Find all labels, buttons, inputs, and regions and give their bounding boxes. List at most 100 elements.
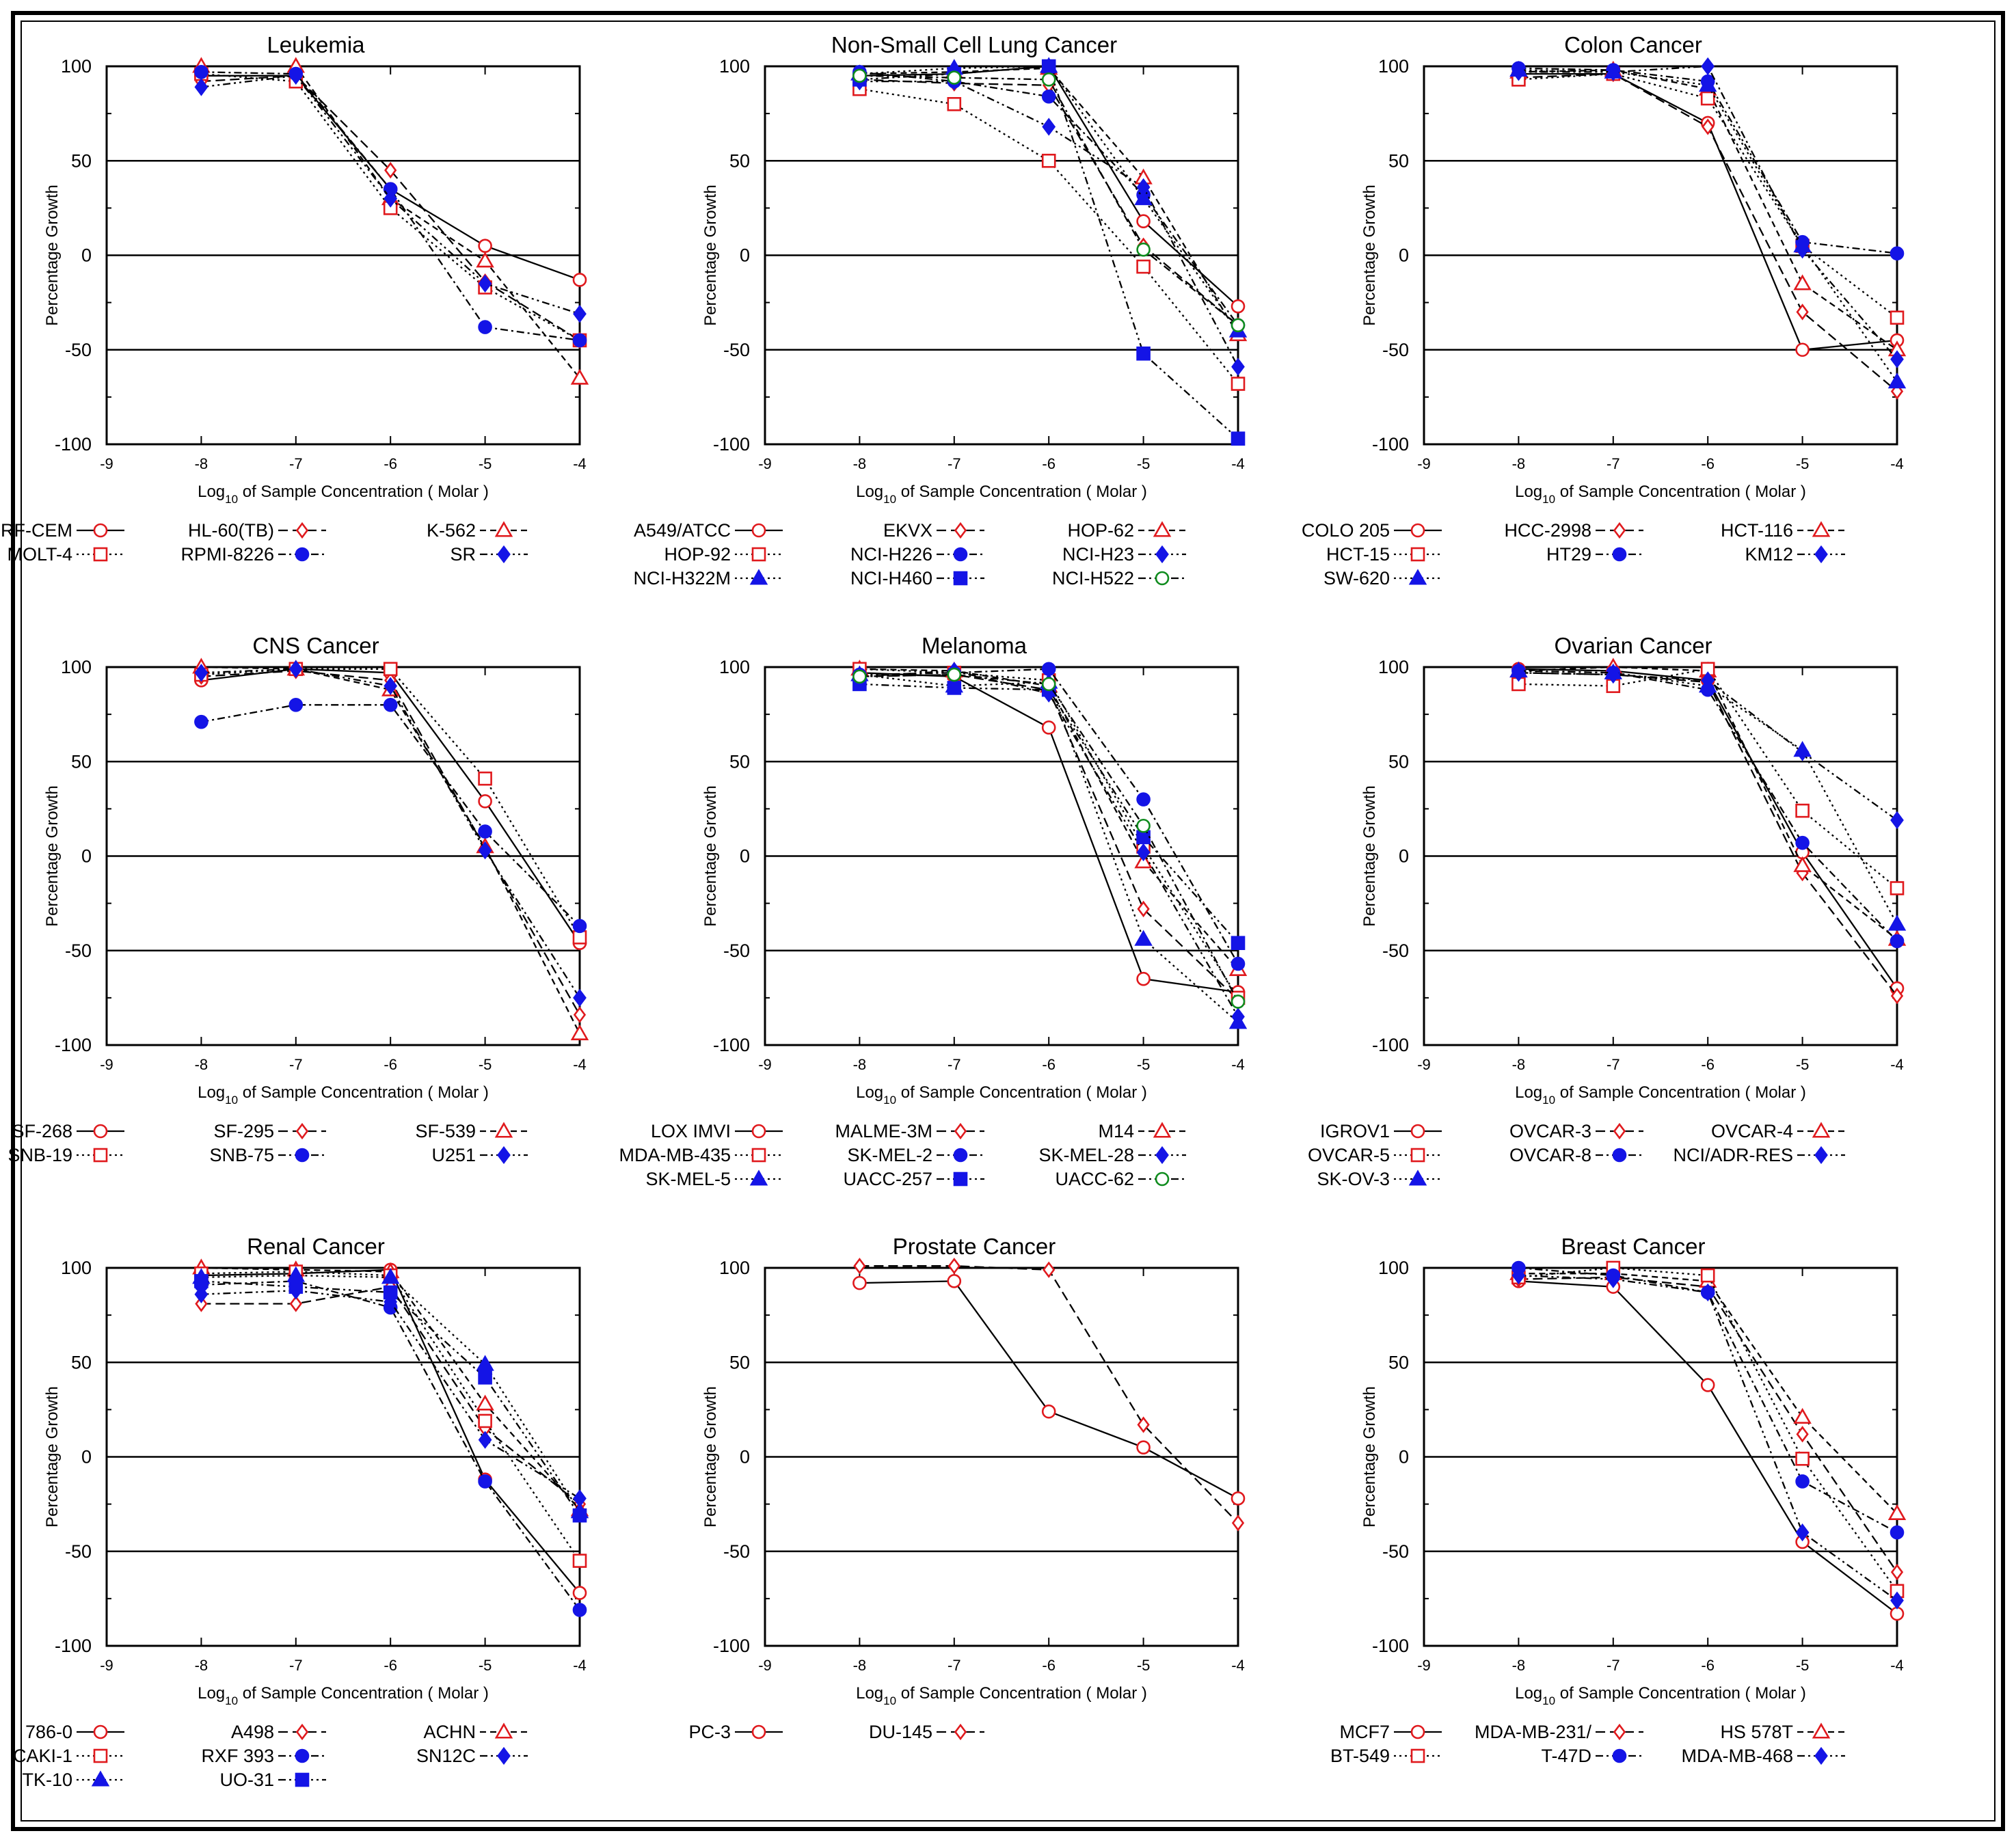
legend-marker bbox=[1814, 545, 1828, 564]
legend-label: CCRF-CEM bbox=[0, 520, 72, 541]
legend-label: SF-268 bbox=[12, 1121, 72, 1141]
series-mcf7 bbox=[1511, 1274, 1905, 1621]
x-tick-label: -8 bbox=[195, 1056, 209, 1073]
data-point bbox=[1793, 236, 1812, 253]
series-sk-mel-2 bbox=[852, 662, 1246, 971]
y-axis-label: Percentage Growth bbox=[701, 785, 720, 927]
legend-label: OVCAR-5 bbox=[1308, 1145, 1390, 1165]
x-tick-label: -6 bbox=[1042, 1657, 1056, 1674]
y-tick-label: -100 bbox=[55, 1035, 92, 1055]
x-axis-label: Log10 of Sample Concentration ( Molar ) bbox=[198, 1684, 489, 1707]
y-axis-label: Percentage Growth bbox=[1360, 1386, 1379, 1528]
data-point bbox=[194, 64, 209, 79]
legend-marker bbox=[953, 571, 968, 586]
y-tick-label: 50 bbox=[1388, 751, 1409, 772]
legend-label: A498 bbox=[231, 1722, 274, 1742]
y-tick-label: 100 bbox=[61, 1258, 92, 1278]
legend-label: MCF7 bbox=[1340, 1722, 1390, 1742]
data-point bbox=[852, 68, 867, 83]
series-line bbox=[1518, 672, 1898, 997]
y-tick-label: -50 bbox=[1382, 340, 1409, 360]
series-line bbox=[859, 668, 1239, 971]
data-point bbox=[570, 1024, 589, 1040]
legend-item-a498: A498 bbox=[231, 1722, 326, 1742]
panel-prostate-cancer: Prostate Cancer 100 50 0 -50 -100 -9 -8 -7 -6 -5 -4… bbox=[688, 1234, 1246, 1742]
x-axis-label: Log10 of Sample Concentration ( Molar ) bbox=[856, 1684, 1147, 1707]
legend-marker bbox=[953, 547, 968, 562]
data-point bbox=[289, 1295, 302, 1312]
legend-item-mda-mb-435: MDA-MB-435 bbox=[619, 1145, 783, 1165]
series-line bbox=[1518, 1280, 1898, 1614]
series-line bbox=[201, 1271, 580, 1562]
legend-item-bt-549: BT-549 bbox=[1330, 1746, 1442, 1766]
legend-label: HOP-62 bbox=[1067, 520, 1134, 541]
series-uacc-62 bbox=[852, 667, 1246, 1009]
series-line bbox=[859, 668, 1239, 964]
x-tick-label: -8 bbox=[1512, 1056, 1526, 1073]
legend-marker bbox=[954, 522, 967, 539]
x-tick-label: -7 bbox=[947, 1056, 961, 1073]
panel-title: Leukemia bbox=[267, 32, 365, 57]
data-point bbox=[573, 1006, 587, 1023]
legend-marker bbox=[1410, 1748, 1425, 1763]
x-tick-label: -6 bbox=[384, 1657, 397, 1674]
x-tick-label: -4 bbox=[1890, 455, 1904, 472]
data-point bbox=[1041, 1404, 1056, 1419]
x-tick-label: -6 bbox=[384, 1056, 397, 1073]
series-u251 bbox=[194, 660, 587, 1007]
data-point bbox=[1041, 59, 1056, 74]
data-point bbox=[478, 1474, 492, 1489]
legend-item-sf-539: SF-539 bbox=[415, 1121, 528, 1141]
legend-marker bbox=[751, 1124, 766, 1139]
data-point bbox=[1231, 1491, 1246, 1506]
x-tick-label: -9 bbox=[100, 1056, 113, 1073]
legend-label: HS 578T bbox=[1720, 1722, 1793, 1742]
y-tick-label: -100 bbox=[713, 1636, 750, 1656]
legend-item-mda-mb-231: MDA-MB-231/ bbox=[1475, 1722, 1643, 1742]
data-point bbox=[1890, 1525, 1905, 1540]
data-point bbox=[573, 988, 587, 1007]
panel-title: Colon Cancer bbox=[1564, 32, 1702, 57]
data-point bbox=[1890, 310, 1905, 325]
y-tick-label: 0 bbox=[1399, 846, 1409, 867]
x-tick-label: -6 bbox=[384, 455, 397, 472]
y-tick-label: 100 bbox=[61, 56, 92, 77]
y-tick-label: 0 bbox=[740, 245, 750, 266]
x-tick-label: -9 bbox=[100, 1657, 113, 1674]
data-point bbox=[1136, 214, 1151, 229]
legend-item-nci-adr-res: NCI/ADR-RES bbox=[1673, 1145, 1845, 1165]
series-line bbox=[859, 67, 1239, 336]
legend-item-sf-268: SF-268 bbox=[12, 1121, 124, 1141]
data-point bbox=[383, 1285, 398, 1300]
legend-marker bbox=[1410, 1124, 1425, 1139]
series-sf-295 bbox=[195, 662, 587, 1023]
legend-marker bbox=[1812, 521, 1831, 537]
data-point bbox=[476, 1394, 494, 1411]
data-point bbox=[572, 1586, 587, 1600]
legend-marker bbox=[1408, 1169, 1427, 1186]
legend-item-hs-578t: HS 578T bbox=[1720, 1722, 1845, 1742]
legend-marker bbox=[1812, 1722, 1831, 1739]
data-point bbox=[1890, 811, 1904, 830]
data-point bbox=[1606, 1270, 1620, 1288]
data-point bbox=[1509, 60, 1528, 77]
data-point bbox=[1134, 930, 1153, 946]
series-line bbox=[859, 71, 1239, 326]
legend-item-du-145: DU-145 bbox=[869, 1722, 984, 1742]
series-sr bbox=[194, 66, 587, 323]
legend-item-sk-mel-2: SK-MEL-2 bbox=[847, 1145, 984, 1165]
y-axis-label: Percentage Growth bbox=[43, 1386, 62, 1528]
legend-item-nci-h522: NCI-H522 bbox=[1052, 568, 1186, 588]
y-tick-label: -50 bbox=[723, 1541, 750, 1562]
legend-label: UACC-257 bbox=[843, 1169, 932, 1189]
legend-item-nci-h460: NCI-H460 bbox=[850, 568, 984, 588]
data-point bbox=[1795, 1523, 1810, 1542]
y-tick-label: 50 bbox=[729, 1352, 750, 1372]
series-ovcar-5 bbox=[1511, 662, 1905, 895]
y-tick-label: 100 bbox=[61, 657, 92, 677]
data-point bbox=[478, 1431, 492, 1449]
legend-marker bbox=[295, 1748, 310, 1763]
legend-item-achn: ACHN bbox=[423, 1722, 528, 1742]
legend-marker bbox=[1155, 571, 1170, 586]
x-tick-label: -5 bbox=[479, 1657, 492, 1674]
